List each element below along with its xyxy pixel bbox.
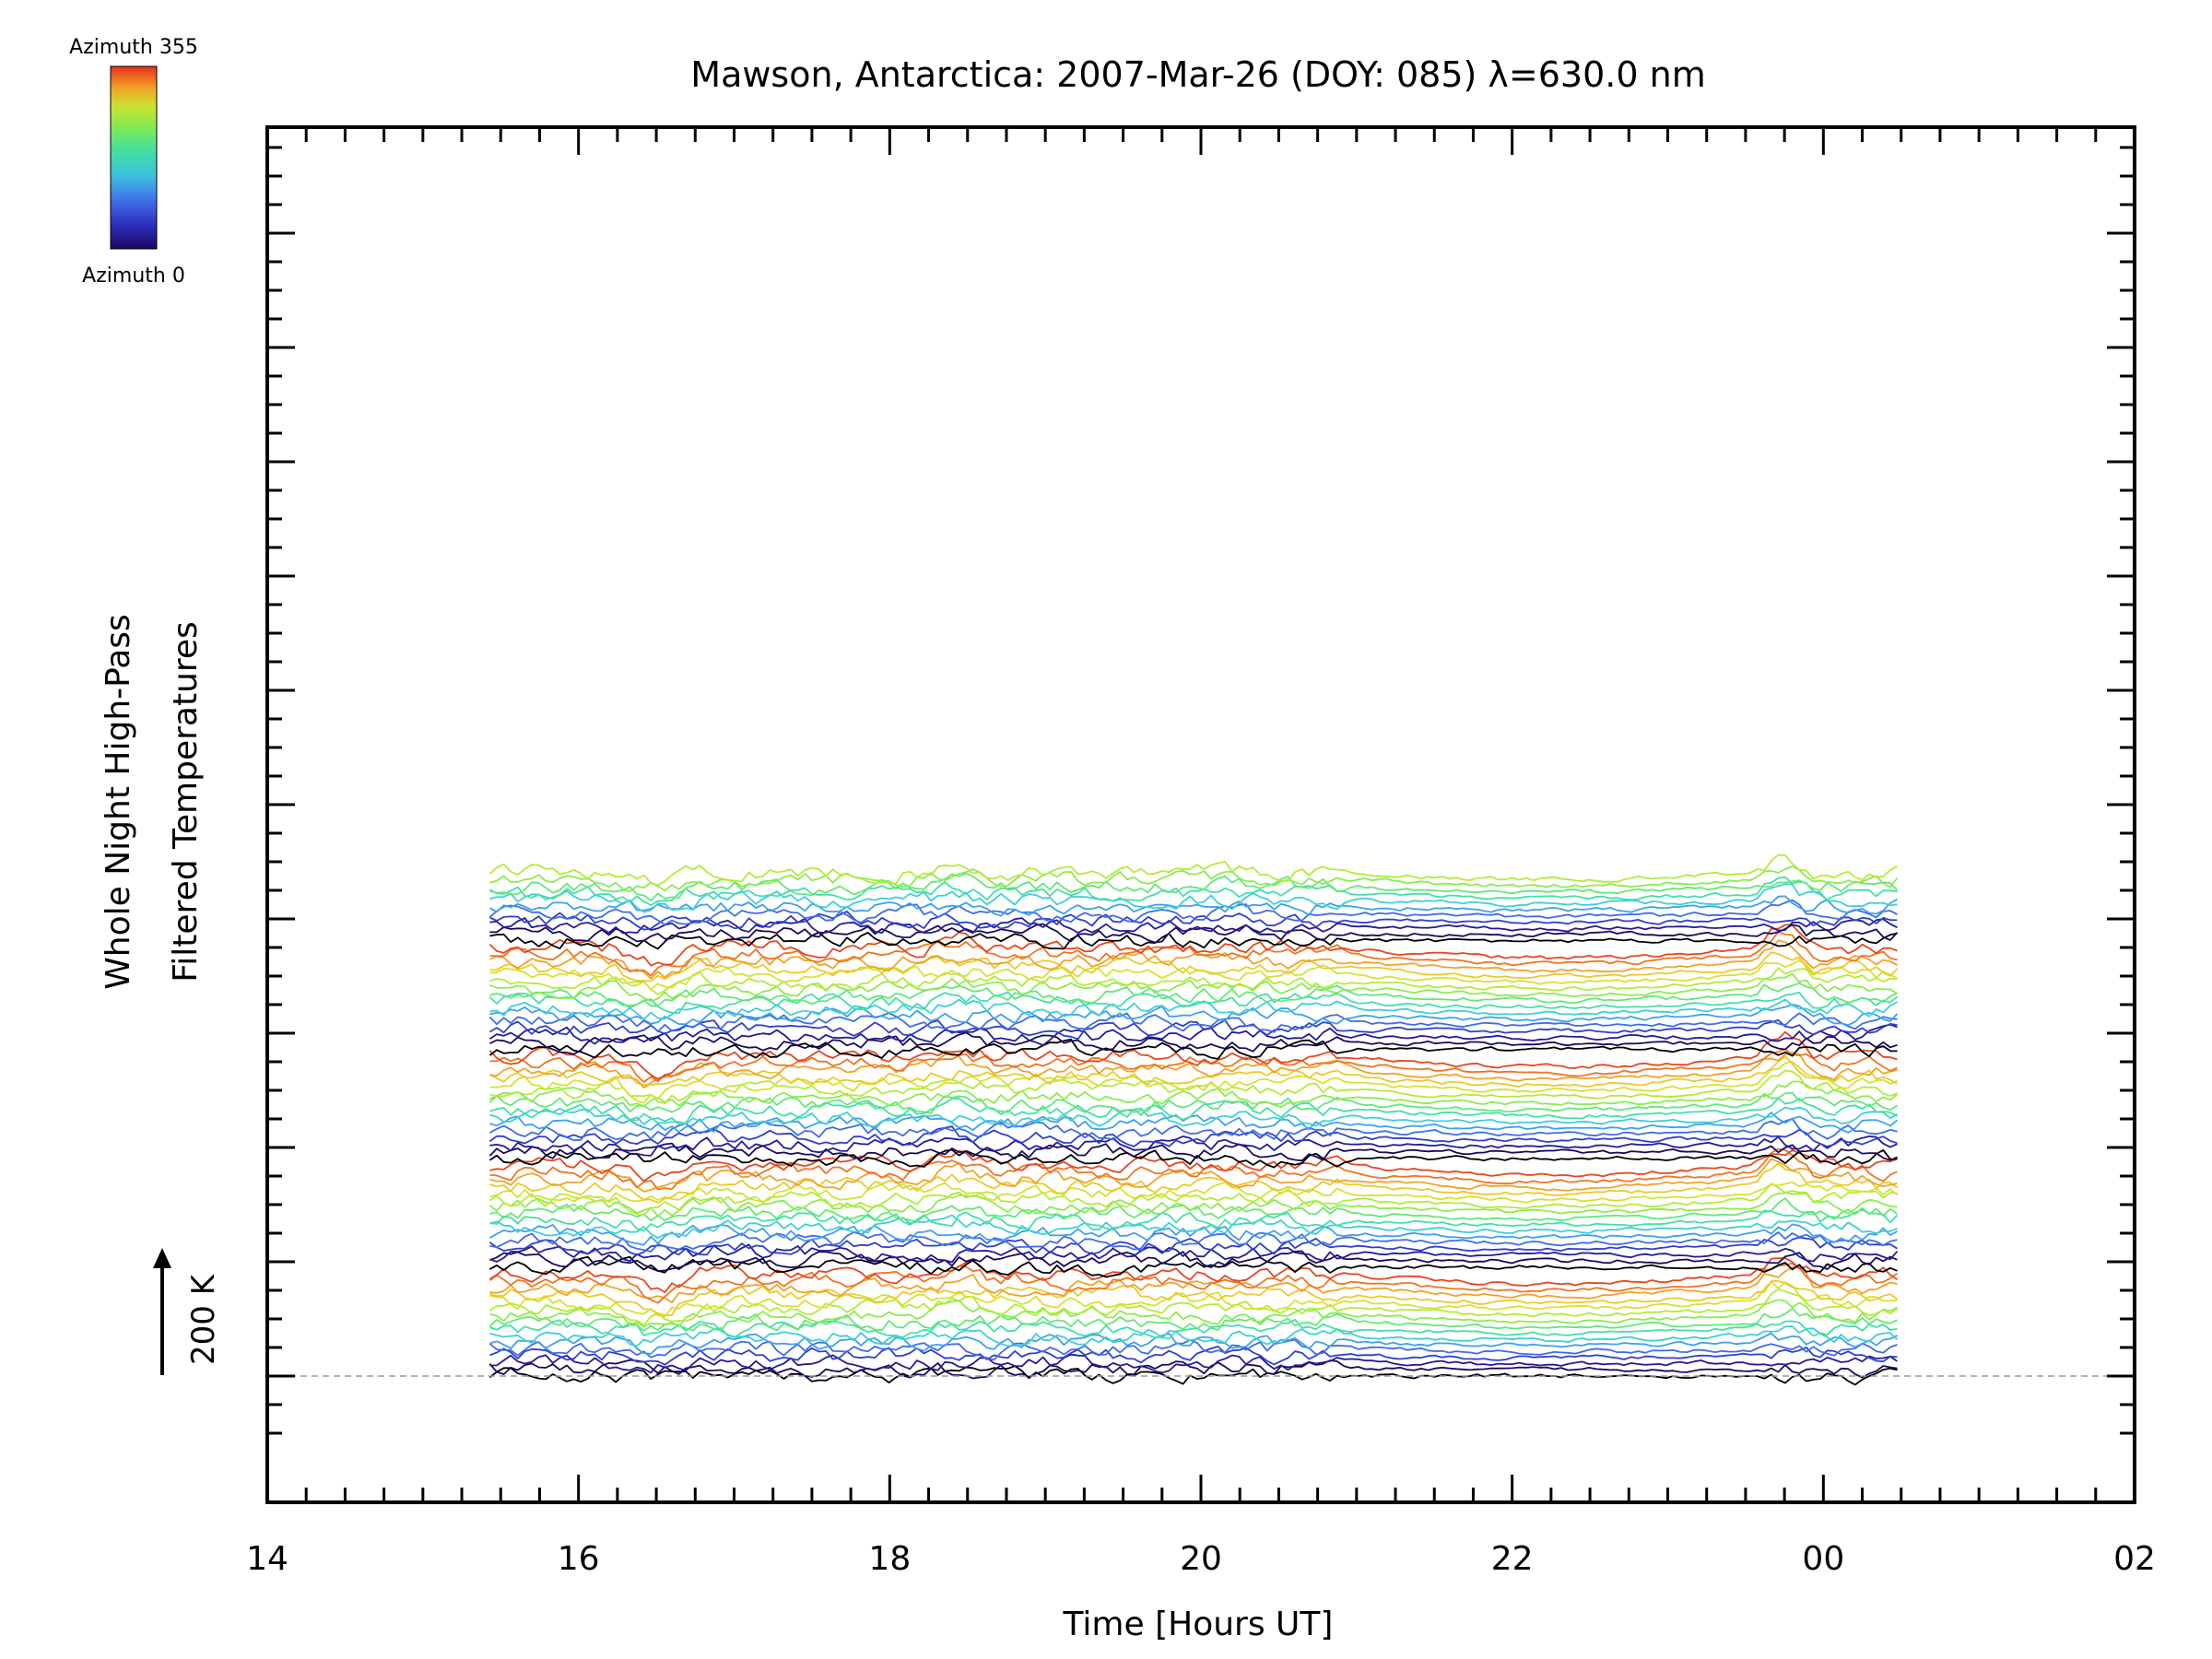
ticks-group (265, 127, 2136, 1502)
series-line (488, 1359, 1898, 1380)
colorbar-min-label: Azimuth 0 (82, 265, 185, 288)
series-line (488, 1257, 1898, 1293)
series-line (489, 1181, 1899, 1204)
scale-bar: 200 K (153, 1248, 222, 1375)
series-line (489, 1162, 1899, 1204)
series-line (489, 1325, 1899, 1347)
series-line (488, 1125, 1898, 1147)
series-line (488, 1142, 1898, 1162)
series-line (489, 1052, 1898, 1088)
series-line (489, 872, 1899, 901)
x-tick-label: 22 (1491, 1540, 1534, 1578)
scale-bar-label: 200 K (185, 1273, 222, 1365)
y-axis-label-line2: Filtered Temperatures (167, 621, 205, 982)
x-tick-label: 20 (1180, 1540, 1222, 1578)
series-line (489, 1069, 1898, 1104)
series-line (489, 1353, 1899, 1374)
series-line (489, 1318, 1898, 1340)
series-line (489, 1106, 1898, 1128)
series-line (488, 1223, 1898, 1246)
series-line (489, 1004, 1899, 1027)
scale-bar-arrowhead (153, 1248, 171, 1268)
series-line (489, 1158, 1898, 1193)
series-line (488, 1262, 1899, 1304)
series-line (489, 972, 1898, 1003)
series-line (489, 931, 1898, 977)
series-line (489, 982, 1898, 1007)
series-line (489, 939, 1898, 980)
x-tick-label: 18 (868, 1540, 911, 1578)
series-line (488, 1255, 1898, 1278)
series-line (488, 1030, 1898, 1080)
series-line (488, 1019, 1898, 1041)
series-line (489, 1147, 1898, 1191)
series-line (489, 1031, 1898, 1055)
series-line (489, 951, 1899, 982)
x-tick-label: 02 (2113, 1540, 2156, 1578)
series-line (488, 876, 1898, 906)
x-tick-labels: 14 16 18 20 22 00 02 (246, 1540, 2156, 1578)
colorbar-max-label: Azimuth 355 (69, 36, 198, 59)
series-line (488, 895, 1898, 917)
x-tick-label: 00 (1802, 1540, 1844, 1578)
series-line (488, 1148, 1898, 1169)
x-axis-label: Time [Hours UT] (1063, 1606, 1334, 1643)
series-line (489, 1208, 1899, 1232)
x-tick-label: 16 (558, 1540, 600, 1578)
colorbar: Azimuth 355 Azimuth 0 (69, 36, 198, 288)
series-line (489, 959, 1898, 991)
series-line (489, 1299, 1898, 1328)
series-line (488, 1038, 1898, 1060)
chart-title: Mawson, Antarctica: 2007-Mar-26 (DOY: 08… (690, 54, 1705, 95)
series-line (488, 1117, 1898, 1142)
series-line (489, 1097, 1898, 1124)
series-line (488, 1023, 1898, 1046)
series-line (488, 1236, 1898, 1256)
series-group (488, 853, 1899, 1386)
series-line (489, 1048, 1898, 1083)
series-line (488, 1307, 1898, 1332)
series-line (489, 967, 1898, 995)
series-line (488, 1288, 1899, 1326)
series-line (489, 911, 1898, 931)
series-line (489, 1332, 1898, 1355)
series-line (489, 1061, 1898, 1104)
y-axis-label-line1: Whole Night High-Pass (100, 614, 137, 990)
series-line (489, 1243, 1899, 1264)
series-line (489, 931, 1898, 950)
series-line (489, 1214, 1898, 1240)
colorbar-gradient (110, 65, 158, 250)
series-line (488, 899, 1898, 926)
series-line (489, 883, 1898, 913)
series-line (489, 998, 1898, 1020)
series-line (489, 1149, 1898, 1182)
series-line (488, 924, 1898, 967)
series-line (489, 1346, 1898, 1366)
series-line (489, 917, 1898, 935)
series-line (489, 1266, 1898, 1304)
x-tick-label: 14 (246, 1540, 288, 1578)
series-line (489, 1250, 1898, 1272)
series-line (488, 991, 1899, 1015)
series-line (489, 1112, 1899, 1134)
series-line (488, 1012, 1898, 1033)
series-line (489, 1231, 1898, 1253)
series-line (488, 853, 1898, 887)
series-line (488, 1182, 1898, 1217)
series-line (488, 1080, 1899, 1108)
series-line (489, 1280, 1898, 1318)
series-line (488, 1091, 1898, 1114)
series-line (488, 1055, 1898, 1088)
series-line (488, 1192, 1898, 1218)
